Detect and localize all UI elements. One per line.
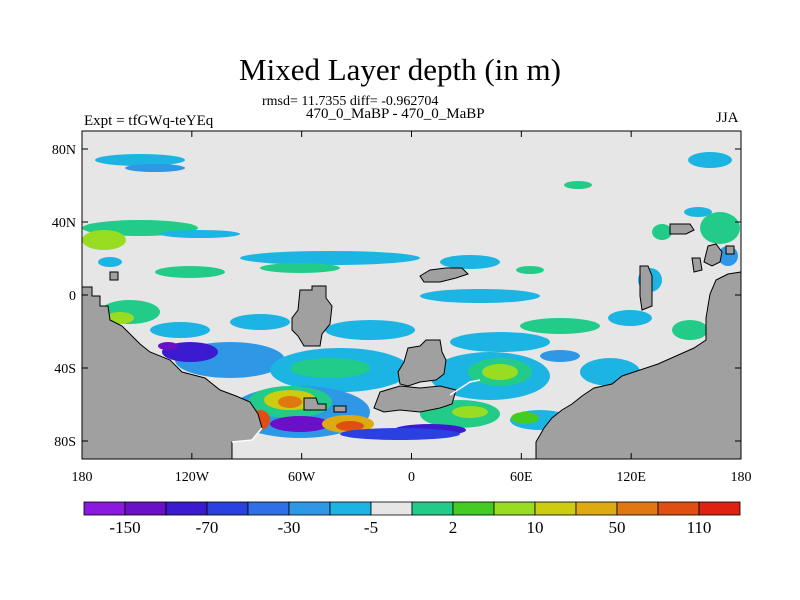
colorbar-labels: -150 -70 -30 -5 2 10 50 110 — [109, 518, 711, 537]
colorbar-swatch — [534, 501, 577, 516]
anomaly-patch — [482, 364, 518, 380]
anomaly-patch — [684, 207, 712, 217]
anomaly-patch — [420, 289, 540, 303]
colorbar-label: -5 — [364, 518, 378, 537]
map-panel — [81, 130, 742, 460]
colorbar-swatch — [247, 501, 290, 516]
anomaly-patch — [150, 322, 210, 338]
anomaly-patch — [95, 154, 185, 166]
land-island-a — [291, 285, 333, 347]
land-island-j — [691, 257, 703, 273]
anomaly-patch — [672, 320, 708, 340]
anomaly-patch — [82, 230, 126, 250]
y-tick-label: 40N — [52, 216, 76, 231]
anomaly-patch — [278, 396, 302, 408]
colorbar-label: 2 — [449, 518, 458, 537]
anomaly-patch — [700, 212, 740, 244]
colorbar-swatch — [165, 501, 208, 516]
colorbar-swatch — [452, 501, 495, 516]
colorbar-label: -30 — [278, 518, 301, 537]
anomaly-patch — [564, 181, 592, 189]
anomaly-patch — [160, 230, 240, 238]
colorbar-swatch — [411, 501, 454, 516]
colorbar-swatch — [657, 501, 700, 516]
land-island-l — [109, 271, 119, 281]
y-tick-label: 40S — [54, 362, 76, 377]
land-island-h — [669, 223, 695, 235]
coast-highlight — [449, 379, 481, 396]
experiment-label: Expt = tfGWq-teYEq — [84, 113, 214, 129]
land-island-e — [303, 397, 327, 411]
anomaly-patch — [688, 152, 732, 168]
land-island-k — [725, 245, 735, 255]
x-tick-label: 60E — [510, 470, 533, 485]
coast-outline — [231, 379, 481, 443]
colorbar-swatch — [124, 501, 167, 516]
anomaly-patch — [608, 310, 652, 326]
anomaly-patch — [158, 342, 178, 350]
subtitle-label: 470_0_MaBP - 470_0_MaBP — [306, 106, 485, 122]
landmasses — [81, 223, 742, 460]
latitude-axis: 80N 40N 0 40S 80S — [52, 143, 741, 450]
anomaly-patch — [511, 412, 539, 424]
anomaly-patch — [652, 224, 672, 240]
colorbar — [83, 501, 741, 516]
anomaly-patches — [82, 152, 740, 440]
colorbar-label: 10 — [527, 518, 544, 537]
y-tick-label: 80S — [54, 435, 76, 450]
x-tick-label: 0 — [408, 470, 415, 485]
anomaly-patch — [452, 406, 488, 418]
anomaly-patch — [260, 263, 340, 273]
anomaly-patch — [325, 320, 415, 340]
land-island-f — [333, 405, 347, 413]
anomaly-patch — [340, 428, 460, 440]
colorbar-label: 110 — [687, 518, 712, 537]
anomaly-patch — [516, 266, 544, 274]
longitude-axis: 180 120W 60W 0 60E 120E 180 — [72, 131, 752, 485]
colorbar-swatch — [493, 501, 536, 516]
stats-label: rmsd= 11.7355 diff= -0.962704 — [262, 94, 439, 109]
colorbar-label: 50 — [609, 518, 626, 537]
anomaly-patch — [336, 421, 364, 431]
anomaly-patch — [450, 332, 550, 352]
land-island-c — [373, 385, 457, 413]
colorbar-swatch — [370, 501, 413, 516]
colorbar-swatch — [288, 501, 331, 516]
anomaly-patch — [240, 251, 420, 265]
y-tick-label: 0 — [69, 289, 76, 304]
coast-highlight — [231, 427, 263, 443]
x-tick-label: 120E — [616, 470, 646, 485]
colorbar-swatch — [329, 501, 372, 516]
anomaly-patch — [155, 266, 225, 278]
colorbar-label: -150 — [109, 518, 140, 537]
colorbar-swatch — [616, 501, 659, 516]
land-island-b — [397, 339, 447, 387]
anomaly-patch — [230, 314, 290, 330]
chart-title: Mixed Layer depth (in m) — [239, 52, 561, 87]
colorbar-label: -70 — [196, 518, 219, 537]
anomaly-patch — [540, 350, 580, 362]
colorbar-swatch — [698, 501, 741, 516]
anomaly-patch — [125, 164, 185, 172]
colorbar-swatch — [206, 501, 249, 516]
anomaly-patch — [290, 358, 370, 378]
x-tick-label: 60W — [288, 470, 316, 485]
x-tick-label: 120W — [175, 470, 210, 485]
anomaly-patch — [270, 416, 330, 432]
anomaly-patch — [520, 318, 600, 334]
land-island-i — [703, 243, 723, 267]
x-tick-label: 180 — [731, 470, 752, 485]
anomaly-patch — [98, 257, 122, 267]
season-label: JJA — [716, 110, 739, 126]
anomaly-patch — [440, 255, 500, 269]
x-tick-label: 180 — [72, 470, 93, 485]
land-island-d — [419, 267, 469, 283]
y-tick-label: 80N — [52, 143, 76, 158]
colorbar-swatch — [575, 501, 618, 516]
land-island-g — [639, 265, 653, 311]
colorbar-swatch — [83, 501, 126, 516]
land-antarctic-east — [535, 271, 742, 460]
